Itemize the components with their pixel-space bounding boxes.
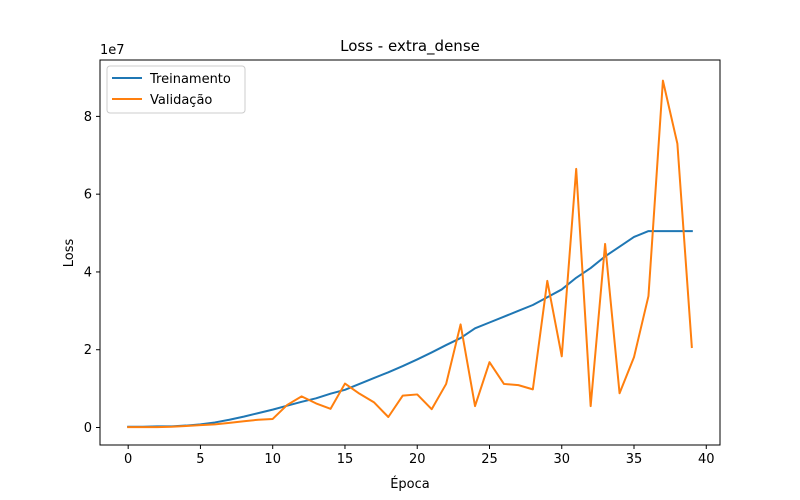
series-lines bbox=[127, 79, 693, 429]
legend: Treinamento Validação bbox=[106, 65, 246, 114]
series-line-treinamento bbox=[127, 230, 693, 428]
x-tick-label: 20 bbox=[409, 452, 426, 467]
y-tick-label: 8 bbox=[84, 110, 92, 125]
chart-title: Loss - extra_dense bbox=[340, 37, 480, 56]
x-tick-label: 5 bbox=[196, 452, 204, 467]
legend-label-treinamento: Treinamento bbox=[149, 72, 231, 87]
x-tick-label: 10 bbox=[264, 452, 281, 467]
plot-area: 0 5 10 15 20 25 30 35 40 0 2 4 6 8 bbox=[84, 59, 721, 467]
x-tick-label: 35 bbox=[626, 452, 643, 467]
x-tick-label: 0 bbox=[124, 452, 132, 467]
y-tick-label: 0 bbox=[84, 421, 92, 436]
x-tick-label: 30 bbox=[553, 452, 570, 467]
x-tick-label: 25 bbox=[481, 452, 498, 467]
plot-frame bbox=[99, 59, 721, 446]
y-tick-label: 6 bbox=[84, 188, 92, 203]
y-axis-ticks: 0 2 4 6 8 bbox=[84, 110, 100, 436]
legend-label-validacao: Validação bbox=[150, 93, 212, 108]
y-tick-label: 2 bbox=[84, 343, 92, 358]
x-axis-ticks: 0 5 10 15 20 25 30 35 40 bbox=[124, 445, 715, 467]
y-axis-scale-label: 1e7 bbox=[100, 43, 125, 58]
x-tick-label: 40 bbox=[698, 452, 715, 467]
series-line-validacao bbox=[127, 79, 693, 429]
x-tick-label: 15 bbox=[337, 452, 354, 467]
x-axis-title: Época bbox=[390, 476, 430, 492]
y-axis-title: Loss bbox=[62, 239, 77, 268]
y-tick-label: 4 bbox=[84, 265, 92, 280]
